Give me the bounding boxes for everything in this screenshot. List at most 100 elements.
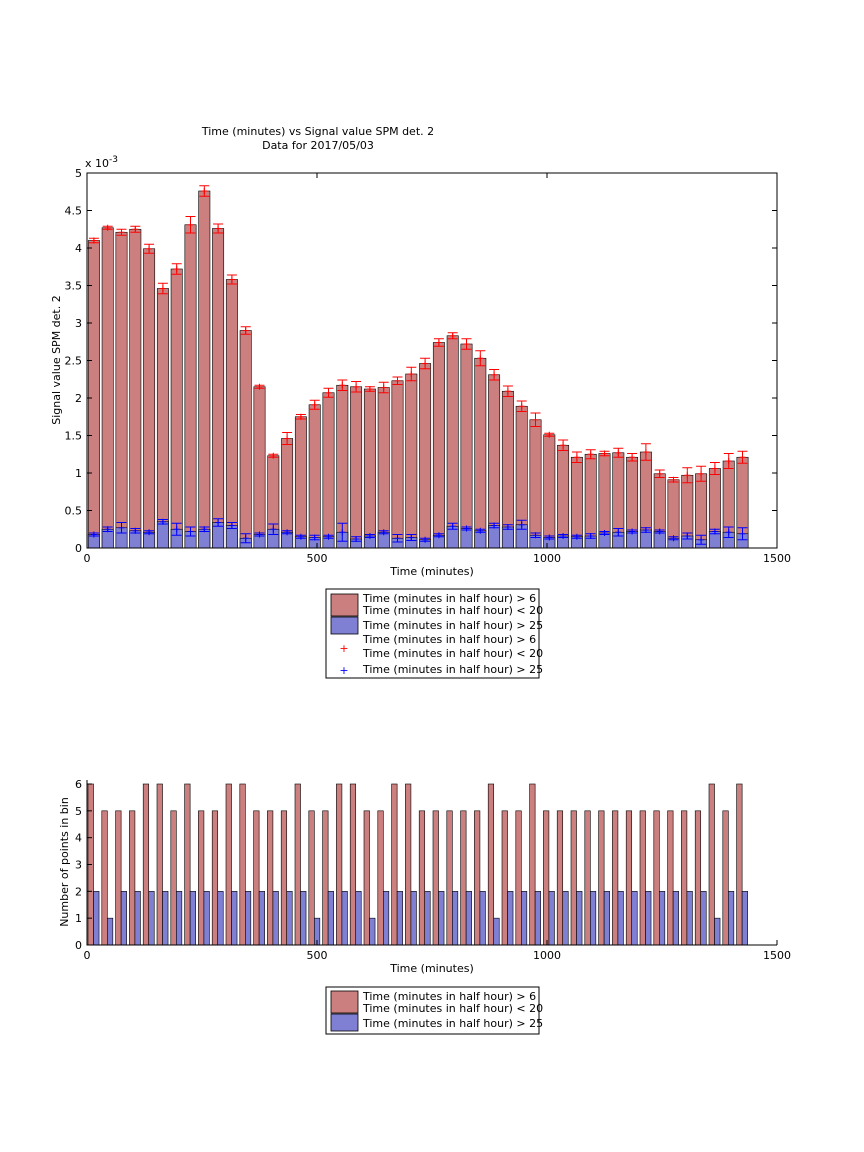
chart-2-y-tick-label: 1 [75, 912, 82, 925]
chart-2-bar-series-2 [369, 917, 376, 946]
chart-2-ticks: 0 500 1000 1500 0 1 2 3 4 5 6 [75, 778, 791, 962]
chart-2-bar-series-1 [612, 810, 619, 946]
chart-1-bar-series-1 [294, 416, 307, 549]
chart-2-bar-series-1 [584, 810, 591, 946]
chart-1-bar-series-1 [225, 279, 238, 549]
chart-2-bar-series-2 [286, 891, 293, 946]
chart-1-bar-series-1 [488, 374, 501, 549]
chart-2-bar-series-1 [308, 810, 315, 946]
chart-1-bar-series-1 [308, 404, 321, 549]
chart-2-bar-series-2 [189, 891, 196, 946]
chart-2-bar-series-2 [300, 891, 307, 946]
chart-2-bar-series-2 [272, 891, 279, 946]
chart-2-bar-series-2 [120, 891, 127, 946]
chart-2-bar-series-1 [239, 783, 246, 946]
chart-1-x-tick-label: 500 [307, 552, 328, 565]
chart-1-bar-series-1 [419, 363, 432, 549]
chart-1-bar-series-1 [87, 240, 100, 549]
chart-2-bar-series-2 [355, 891, 362, 946]
chart-1-y-tick-label: 0.5 [65, 505, 83, 518]
chart-2-bar-series-2 [258, 891, 265, 946]
chart-1-bar-series-1 [198, 190, 211, 549]
chart-2-bar-series-2 [493, 917, 500, 946]
chart-2-bar-series-2 [176, 891, 183, 946]
chart-1-bar-series-1 [101, 227, 114, 549]
chart-2-bar-series-1 [432, 810, 439, 946]
chart-2-bar-series-1 [474, 810, 481, 946]
chart-2-bar-series-2 [645, 891, 652, 946]
chart-1-bar-series-1 [156, 288, 169, 549]
chart-1-y-tick-label: 3 [75, 317, 82, 330]
chart-2-y-axis-label: Number of points in bin [58, 797, 71, 927]
chart-1-y-tick-label: 5 [75, 167, 82, 180]
chart-2-legend-swatch-red [330, 990, 359, 1014]
chart-2-bar-series-1 [198, 810, 205, 946]
chart-2-bar-series-1 [184, 783, 191, 946]
chart-1-bar-series-2 [501, 526, 514, 549]
chart-2-bar-series-1 [667, 810, 674, 946]
chart-1-y-exponent: x 10-3 [85, 155, 118, 170]
chart-2-bar-series-2 [521, 891, 528, 946]
chart-2-bar-series-2 [203, 891, 210, 946]
chart-2-y-tick-label: 6 [75, 778, 82, 791]
chart-2-bar-series-1 [211, 810, 219, 946]
chart-1-bar-series-1 [115, 231, 128, 549]
chart-2-bar-series-1 [336, 783, 343, 946]
chart-2-bar-series-1 [267, 810, 274, 946]
chart-2-bar-series-2 [93, 891, 100, 946]
chart-2-bar-series-2 [686, 891, 693, 946]
chart-1-bar-series-1 [474, 357, 487, 549]
chart-2-bar-series-1 [142, 783, 150, 946]
chart-1: Time (minutes) vs Signal value SPM det. … [50, 125, 791, 679]
chart-1-y-tick-label: 4 [75, 242, 82, 255]
chart-2-bar-series-1 [598, 810, 605, 946]
chart-1-bar-series-1 [170, 268, 183, 549]
chart-2-bar-series-2 [465, 891, 472, 946]
chart-1-y-exponent-base: x 10 [85, 157, 109, 170]
chart-2-bar-series-1 [294, 783, 301, 946]
chart-1-bar-series-1 [405, 373, 418, 549]
chart-2-bar-series-2 [383, 891, 390, 946]
chart-2-bar-series-2 [341, 891, 348, 946]
chart-1-bar-series-1 [529, 419, 542, 549]
chart-1-legend-blue-marker: + [339, 664, 348, 677]
chart-1-legend-red-line-1: Time (minutes in half hour) > 6 [362, 592, 536, 605]
chart-2-bar-series-2 [162, 891, 169, 946]
chart-1-bar-series-1 [350, 386, 363, 549]
chart-1-bar-series-1 [432, 342, 445, 549]
chart-1-bar-series-1 [391, 380, 404, 549]
chart-2-bar-series-1 [115, 810, 122, 946]
chart-2-bar-series-1 [708, 783, 715, 946]
chart-2-bar-series-2 [590, 891, 597, 946]
chart-1-y-axis-label: Signal value SPM det. 2 [50, 295, 63, 425]
chart-2-bar-series-1 [570, 810, 577, 946]
chart-1-bar-series-1 [446, 335, 459, 549]
chart-2-y-tick-label: 0 [75, 939, 82, 952]
chart-1-y-tick-label: 4.5 [65, 205, 83, 218]
chart-2-bar-series-1 [625, 810, 633, 946]
chart-2-bar-series-2 [617, 891, 624, 946]
chart-2-bar-series-2 [424, 891, 431, 946]
chart-1-legend-red-line-2: Time (minutes in half hour) < 20 [362, 604, 543, 617]
chart-2-plot-area [87, 783, 748, 946]
chart-1-legend: Time (minutes in half hour) > 6 Time (mi… [325, 588, 543, 679]
chart-2-bar-series-1 [280, 810, 288, 946]
chart-2-bar-series-1 [225, 783, 232, 946]
chart-2-bar-series-1 [363, 810, 370, 946]
chart-1-legend-swatch-red [330, 593, 359, 617]
chart-2-bar-series-1 [101, 810, 108, 946]
chart-1-bar-series-1 [363, 388, 376, 549]
chart-2-bar-series-2 [562, 891, 569, 946]
chart-1-legend-red-marker-line-1: Time (minutes in half hour) > 6 [362, 633, 536, 646]
chart-2-bar-series-2 [231, 891, 238, 946]
chart-1-bar-series-1 [543, 434, 556, 549]
chart-2-bar-series-2 [576, 891, 583, 946]
chart-1-y-tick-label: 3.5 [65, 280, 83, 293]
chart-1-bar-series-2 [156, 521, 169, 549]
chart-1-bar-series-2 [488, 525, 501, 549]
chart-1-bar-series-1 [239, 330, 252, 549]
chart-1-bar-series-1 [377, 387, 390, 549]
chart-1-legend-blue-label: Time (minutes in half hour) > 25 [362, 619, 543, 632]
chart-2-bar-series-1 [446, 810, 453, 946]
chart-2-bar-series-2 [548, 891, 555, 946]
